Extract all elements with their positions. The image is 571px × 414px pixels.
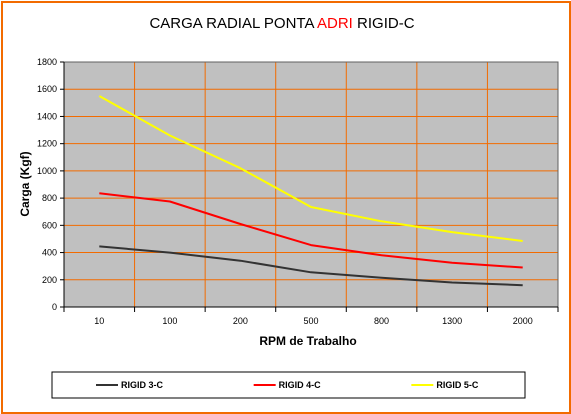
title-part-1: CARGA RADIAL PONTA: [149, 15, 317, 32]
x-tick-label: 500: [303, 316, 318, 326]
series-line-1: [99, 245, 523, 287]
y-tick-label: 800: [42, 193, 57, 203]
y-tick-label: 1400: [37, 111, 57, 121]
x-tick-label: 2000: [513, 316, 533, 326]
legend-box: [51, 371, 526, 399]
x-axis-ticks: 10 100 200 500 800 1300 2000: [63, 62, 559, 326]
y-tick-label: 200: [42, 275, 57, 285]
y-axis-ticks: 0 200 400 600 800 1000 1200 1400 1600 1800: [37, 57, 64, 312]
y-tick-label: 0: [52, 302, 57, 312]
y-tick-label: 1600: [37, 84, 57, 94]
x-tick-label: 10: [94, 316, 104, 326]
x-tick-label: 100: [162, 316, 177, 326]
y-tick-label: 400: [42, 248, 57, 258]
series-lines: [98, 95, 523, 287]
y-tick-label: 600: [42, 220, 57, 230]
x-tick-label: 800: [374, 316, 389, 326]
plot-area: [63, 61, 559, 308]
x-tick-label: 1300: [442, 316, 462, 326]
legend-label-3: RIGID 5-C: [436, 380, 479, 390]
series-line-2: [99, 192, 523, 269]
legend-label-2: RIGID 4-C: [279, 380, 322, 390]
y-tick-label: 1800: [37, 57, 57, 67]
chart-title: CARGA RADIAL PONTA ADRI RIGID-C: [149, 15, 414, 32]
plot-background: [64, 62, 558, 307]
y-axis-label: Carga (Kgf): [18, 151, 32, 216]
x-axis-label: RPM de Trabalho: [259, 334, 356, 348]
title-part-2: ADRI: [317, 15, 353, 32]
y-tick-label: 1000: [37, 166, 57, 176]
series-line-3: [98, 95, 523, 242]
legend: RIGID 3-C RIGID 4-C RIGID 5-C: [51, 371, 526, 399]
x-tick-label: 200: [233, 316, 248, 326]
legend-label-1: RIGID 3-C: [121, 380, 164, 390]
title-part-3: RIGID-C: [353, 15, 415, 32]
y-tick-label: 1200: [37, 139, 57, 149]
